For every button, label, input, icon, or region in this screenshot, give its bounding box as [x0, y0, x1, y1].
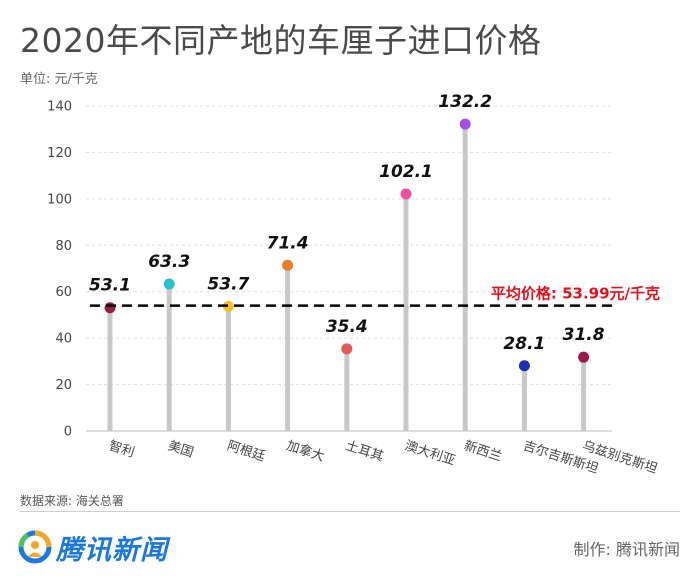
data-label: 31.8	[563, 325, 605, 345]
lollipop-point	[104, 302, 116, 314]
data-label: 53.7	[207, 274, 249, 294]
lollipop-point	[282, 259, 294, 271]
brand-logo: 腾讯新闻	[18, 527, 168, 567]
x-tick-label: 智利	[107, 439, 136, 461]
data-label: 71.4	[267, 233, 309, 253]
x-tick-label: 美国	[166, 439, 195, 461]
lollipop-point	[518, 360, 530, 372]
y-tick-label: 0	[64, 425, 72, 440]
x-tick-label: 新西兰	[462, 438, 504, 465]
data-label: 53.1	[89, 276, 131, 296]
y-tick-label: 60	[55, 285, 72, 300]
unit-label: 单位: 元/千克	[20, 72, 98, 87]
lollipop-point	[459, 118, 471, 130]
lollipop-point	[578, 351, 590, 363]
footer-divider	[20, 511, 680, 512]
average-label: 平均价格: 53.99元/千克	[491, 285, 660, 303]
data-label: 132.2	[438, 92, 492, 112]
data-label: 35.4	[326, 317, 368, 337]
data-source: 数据来源: 海关总署	[20, 494, 124, 508]
y-tick-label: 80	[55, 239, 72, 254]
x-tick-label: 澳大利亚	[403, 438, 457, 469]
data-label: 28.1	[503, 334, 545, 354]
lollipop-point	[163, 278, 175, 290]
chart-title: 2020年不同产地的车厘子进口价格	[20, 21, 542, 60]
brand-name: 腾讯新闻	[56, 534, 168, 566]
credit-text: 制作: 腾讯新闻	[573, 540, 680, 559]
x-tick-label: 阿根廷	[225, 439, 267, 465]
tencent-news-logo-icon	[18, 530, 52, 564]
lollipop-point	[400, 188, 412, 200]
y-tick-label: 140	[47, 100, 72, 115]
lollipop-chart: 0 20 40 60 80 100 120 140 53.1 智利 63.3 美国 53.7 阿根廷 71.…	[47, 92, 660, 477]
y-tick-label: 100	[47, 192, 72, 207]
lollipop-point	[222, 300, 234, 312]
y-tick-label: 20	[55, 378, 72, 393]
x-tick-label: 加拿大	[284, 438, 326, 465]
data-label: 102.1	[379, 162, 433, 182]
y-tick-label: 40	[55, 332, 72, 347]
lollipop-point	[341, 343, 353, 355]
data-label: 63.3	[148, 252, 190, 272]
y-tick-label: 120	[47, 146, 72, 161]
x-tick-label: 土耳其	[344, 439, 386, 465]
